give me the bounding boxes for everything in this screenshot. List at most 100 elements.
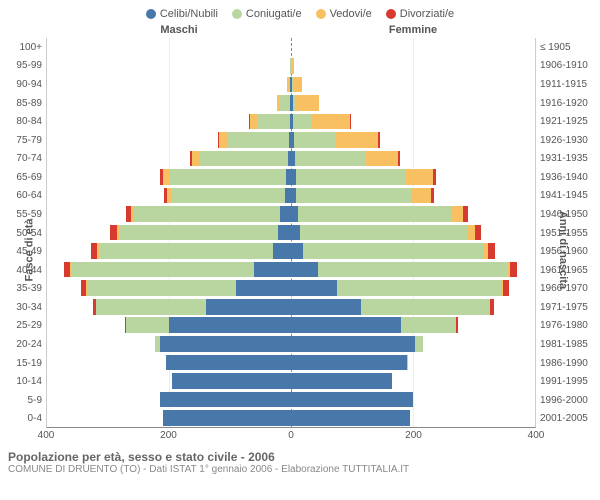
male-bar [47, 206, 291, 222]
birth-year-label: 1931-1935 [540, 149, 592, 168]
x-tick: 400 [528, 430, 545, 441]
segment-m [87, 280, 236, 296]
segment-v [250, 114, 257, 130]
segment-c [291, 410, 410, 426]
segment-m [280, 95, 290, 111]
pyramid-row [47, 205, 535, 224]
pyramid-row [47, 409, 535, 428]
female-bar [291, 151, 535, 167]
age-label: 15-19 [8, 354, 42, 373]
legend-label: Vedovi/e [330, 8, 372, 20]
pyramid-row [47, 353, 535, 372]
birth-year-label: 1936-1940 [540, 168, 592, 187]
legend-swatch [232, 9, 242, 19]
chart-title: Popolazione per età, sesso e stato civil… [8, 450, 592, 464]
male-bar [47, 262, 291, 278]
segment-v [219, 132, 228, 148]
age-label: 75-79 [8, 131, 42, 150]
segment-m [294, 132, 335, 148]
birth-year-label: 1991-1995 [540, 372, 592, 391]
plot-area [46, 38, 536, 428]
segment-m [303, 243, 483, 259]
female-bar [291, 95, 535, 111]
male-bar [47, 132, 291, 148]
bars [47, 38, 535, 427]
pyramid-row [47, 112, 535, 131]
male-bar [47, 410, 291, 426]
male-bar [47, 355, 291, 371]
legend-item: Divorziati/e [386, 8, 454, 20]
plot: 100+95-9990-9485-8980-8475-7970-7465-696… [8, 38, 592, 428]
segment-d [488, 243, 495, 259]
female-bar [291, 114, 535, 130]
pyramid-row [47, 223, 535, 242]
segment-c [236, 280, 291, 296]
female-bar [291, 373, 535, 389]
age-label: 5-9 [8, 391, 42, 410]
female-bar [291, 392, 535, 408]
female-bar [291, 410, 535, 426]
segment-m [134, 206, 280, 222]
segment-c [206, 299, 291, 315]
female-bar [291, 206, 535, 222]
segment-c [172, 373, 291, 389]
segment-m [407, 355, 408, 371]
age-label: 60-64 [8, 187, 42, 206]
segment-c [291, 336, 415, 352]
segment-c [280, 206, 291, 222]
legend-item: Vedovi/e [316, 8, 372, 20]
segment-m [296, 188, 412, 204]
segment-m [119, 225, 278, 241]
segment-c [254, 262, 291, 278]
segment-c [163, 410, 291, 426]
birth-year-label: 1916-1920 [540, 94, 592, 113]
age-label: 70-74 [8, 149, 42, 168]
legend-swatch [146, 9, 156, 19]
segment-c [160, 336, 291, 352]
segment-v [163, 169, 170, 185]
segment-m [71, 262, 254, 278]
segment-d [431, 188, 435, 204]
age-label: 10-14 [8, 372, 42, 391]
chart-source: COMUNE DI DRUENTO (TO) - Dati ISTAT 1° g… [8, 464, 592, 475]
population-pyramid-chart: Fasce di età Anni di nascita Celibi/Nubi… [0, 0, 600, 500]
segment-v [406, 169, 433, 185]
female-bar [291, 280, 535, 296]
age-label: 35-39 [8, 280, 42, 299]
male-bar [47, 225, 291, 241]
age-label: 80-84 [8, 112, 42, 131]
segment-c [169, 317, 291, 333]
segment-m [257, 114, 289, 130]
segment-m [300, 225, 468, 241]
male-bar [47, 114, 291, 130]
segment-d [456, 317, 458, 333]
legend-swatch [386, 9, 396, 19]
segment-m [172, 188, 285, 204]
segment-d [490, 299, 494, 315]
male-bar [47, 58, 291, 74]
segment-d [463, 206, 468, 222]
segment-v [365, 151, 399, 167]
segment-v [291, 58, 294, 74]
birth-year-label: 1981-1985 [540, 335, 592, 354]
segment-c [291, 317, 401, 333]
birth-year-label: 1971-1975 [540, 298, 592, 317]
legend-label: Divorziati/e [400, 8, 454, 20]
segment-d [378, 132, 380, 148]
segment-v [293, 77, 302, 93]
legend-label: Celibi/Nubili [160, 8, 218, 20]
segment-c [273, 243, 291, 259]
segment-v [311, 114, 351, 130]
pyramid-row [47, 94, 535, 113]
segment-d [510, 262, 517, 278]
birth-year-label: 2001-2005 [540, 410, 592, 429]
y-axis-right-title: Anni di nascita [557, 211, 569, 289]
segment-m [361, 299, 489, 315]
pyramid-row [47, 168, 535, 187]
male-bar [47, 95, 291, 111]
x-tick: 0 [288, 430, 294, 441]
female-bar [291, 336, 535, 352]
age-label: 20-24 [8, 335, 42, 354]
legend-item: Coniugati/e [232, 8, 302, 20]
female-header: Femmine [296, 24, 530, 36]
